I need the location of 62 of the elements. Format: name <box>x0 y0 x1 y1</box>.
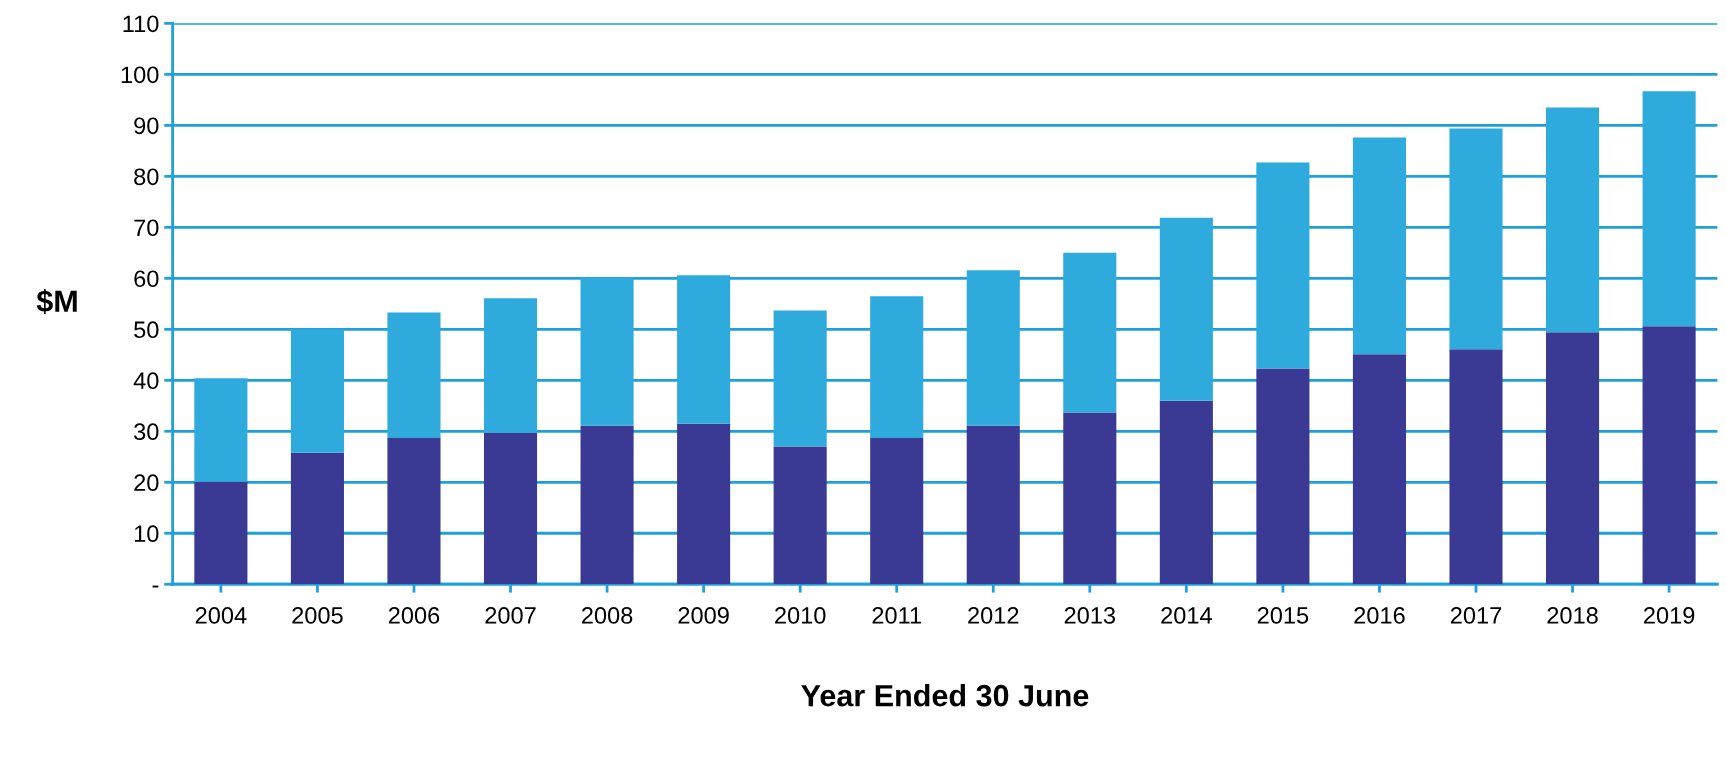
y-tick-label: 30 <box>134 423 159 441</box>
x-tick-label: 2017 <box>1450 607 1502 624</box>
bar <box>194 378 248 482</box>
bar <box>387 312 441 438</box>
x-tick-label: 2012 <box>968 607 1019 624</box>
y-tick-label: 80 <box>134 168 159 186</box>
bar <box>870 296 924 438</box>
y-tick-label: 70 <box>134 219 159 237</box>
bar <box>1642 326 1696 585</box>
x-tick-label: 2013 <box>1064 607 1116 624</box>
bar <box>773 446 827 585</box>
y-tick-label: 10 <box>134 525 159 543</box>
bar <box>580 425 634 585</box>
bar <box>677 275 731 424</box>
bar <box>1159 400 1213 585</box>
y-tick-label: - <box>152 585 159 588</box>
x-tick-label: 2014 <box>1161 607 1212 624</box>
bar <box>290 329 344 453</box>
y-tick-label: 20 <box>134 474 159 492</box>
bar <box>387 437 441 585</box>
y-tick-label: 50 <box>134 321 159 339</box>
bar <box>1352 137 1406 355</box>
bar <box>1352 354 1406 585</box>
bar <box>1546 332 1600 585</box>
y-tick-label: 60 <box>134 270 159 288</box>
bar <box>677 423 731 585</box>
bar <box>483 298 538 433</box>
y-tick-label: 90 <box>134 117 159 135</box>
y-tick-label: 40 <box>133 372 159 390</box>
y-axis-title: $M <box>36 289 77 314</box>
x-axis-title: Year Ended 30 June <box>801 684 1089 707</box>
bar <box>1159 217 1213 401</box>
bar <box>290 452 344 585</box>
bar <box>966 425 1020 585</box>
bar <box>1546 107 1600 333</box>
y-tick-label: 110 <box>123 15 159 33</box>
bar <box>870 437 924 585</box>
bar <box>966 270 1020 426</box>
x-tick-label: 2018 <box>1547 607 1598 624</box>
bar <box>1449 349 1503 585</box>
x-tick-label: 2004 <box>195 607 247 624</box>
bar <box>773 310 827 447</box>
x-tick-label: 2005 <box>292 607 343 624</box>
bar <box>194 481 248 585</box>
x-tick-label: 2011 <box>872 607 921 624</box>
x-tick-label: 2006 <box>388 607 440 624</box>
x-tick-label: 2015 <box>1257 607 1309 624</box>
bar <box>1256 368 1310 585</box>
bar <box>580 277 634 426</box>
x-tick-label: 2010 <box>775 607 826 624</box>
y-tick-label: 100 <box>121 66 159 84</box>
bar <box>1063 252 1117 413</box>
x-tick-label: 2007 <box>485 607 536 624</box>
bar <box>1449 128 1503 350</box>
bar <box>1256 162 1310 369</box>
bar <box>1063 412 1117 585</box>
bar <box>483 432 538 585</box>
bar <box>1642 91 1696 327</box>
x-tick-label: 2019 <box>1644 607 1695 624</box>
x-tick-label: 2009 <box>678 607 729 624</box>
x-tick-label: 2016 <box>1354 607 1405 624</box>
x-tick-label: 2008 <box>581 607 633 624</box>
